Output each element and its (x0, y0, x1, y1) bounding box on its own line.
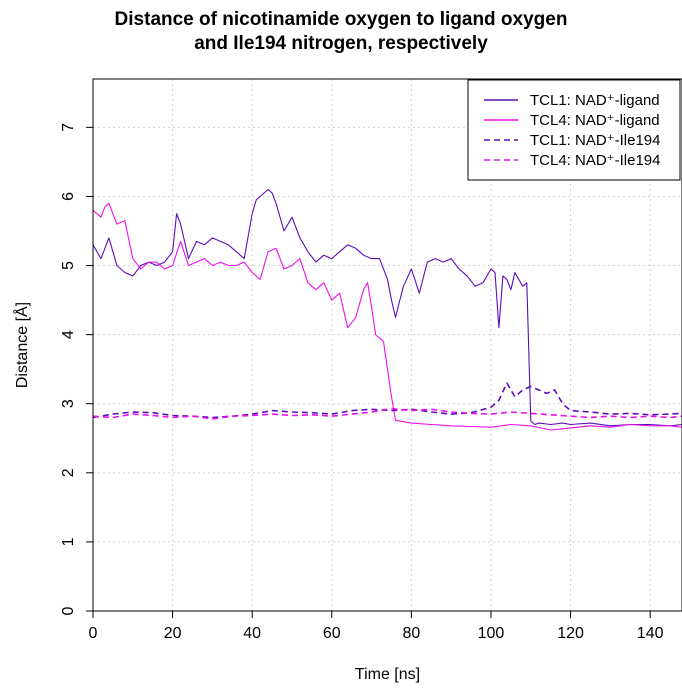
legend-label: TCL1: NAD⁺-Ile194 (530, 132, 660, 149)
x-tick-label: 20 (164, 625, 182, 642)
series-line-3 (92, 382, 682, 419)
plot-frame (92, 78, 682, 612)
legend: TCL1: NAD⁺-ligand TCL4: NAD⁺-ligand TCL1: … (467, 79, 681, 181)
x-tick-label: 140 (637, 625, 664, 642)
series-lines (92, 188, 682, 431)
legend-box (467, 79, 681, 181)
series-line-1 (92, 188, 682, 427)
y-tick-label: 0 (60, 606, 77, 615)
series-line-2 (92, 202, 682, 431)
y-tick-label: 2 (60, 468, 77, 477)
chart-title: Distance of nicotinamide oxygen to ligan… (0, 8, 682, 56)
y-axis-label: Distance [Å] (12, 302, 31, 388)
x-axis: 0 20 40 60 80 100 120 140 (89, 611, 664, 642)
y-tick-label: 3 (60, 399, 77, 408)
x-tick-label: 100 (478, 625, 505, 642)
y-tick-label: 4 (60, 330, 77, 339)
y-tick-label: 7 (60, 123, 77, 132)
chart-title-line-1: Distance of nicotinamide oxygen to ligan… (114, 9, 568, 30)
y-tick-label: 5 (60, 261, 77, 270)
x-tick-label: 80 (402, 625, 420, 642)
legend-label: TCL4: NAD⁺-ligand (530, 112, 660, 129)
y-tick-label: 1 (60, 537, 77, 546)
x-axis-label: Time [ns] (355, 666, 420, 683)
legend-label: TCL1: NAD⁺-ligand (530, 92, 660, 109)
series-line-4 (92, 407, 682, 420)
legend-label: TCL4: NAD⁺-Ile194 (530, 152, 660, 169)
y-tick-label: 6 (60, 192, 77, 201)
chart-title-line-2: and Ile194 nitrogen, respectively (194, 33, 488, 54)
x-tick-label: 0 (89, 625, 98, 642)
y-axis: 0 1 2 3 4 5 6 7 (60, 123, 93, 615)
x-tick-label: 40 (243, 625, 261, 642)
x-tick-label: 60 (323, 625, 341, 642)
x-tick-label: 120 (557, 625, 584, 642)
